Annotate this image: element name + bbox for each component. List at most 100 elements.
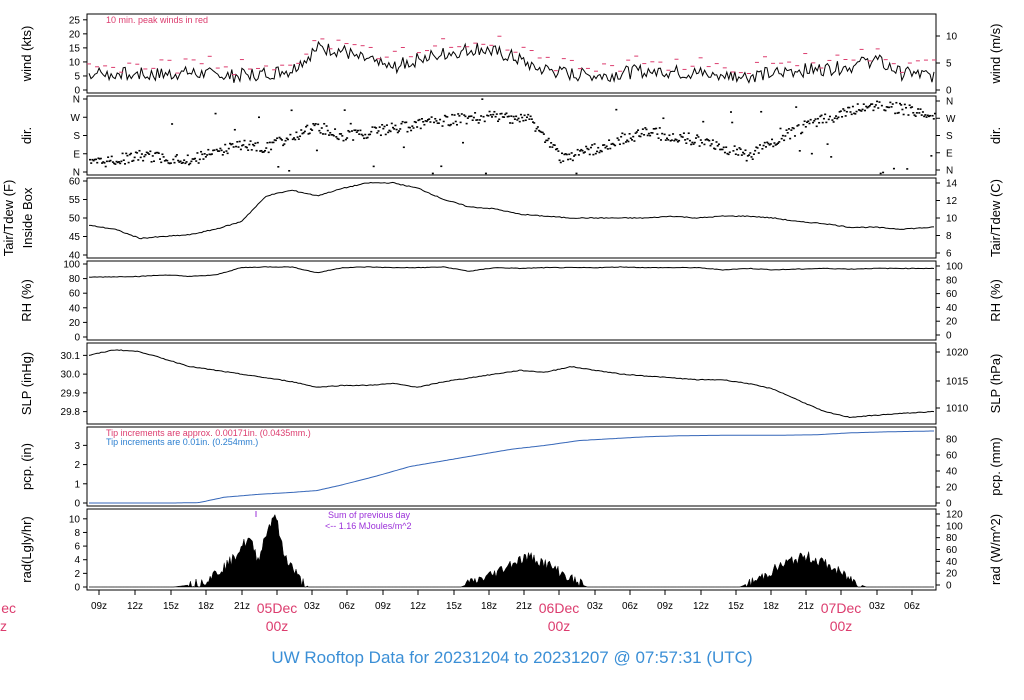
dir-point (356, 129, 359, 132)
dir-point (258, 116, 260, 119)
dir-point (121, 152, 124, 155)
dir-point (664, 139, 667, 141)
dir-point (332, 134, 335, 137)
dir-point (915, 112, 918, 114)
dir-point (550, 142, 553, 144)
slp-left-tick-label: 29.9 (61, 388, 81, 399)
x-tick-label: 12z (127, 601, 143, 612)
dir-point (379, 134, 382, 137)
dir-point (849, 111, 852, 113)
dir-point (856, 103, 859, 105)
dir-point (431, 172, 434, 175)
dir-point (140, 153, 143, 155)
dir-point (600, 150, 603, 153)
dir-point (226, 152, 229, 155)
dir-point (693, 141, 696, 144)
dir-point (781, 134, 784, 137)
dir-point (814, 118, 817, 120)
dir-point (603, 144, 606, 146)
dir-point (317, 123, 320, 126)
dir-point (523, 114, 526, 117)
dir-point (862, 103, 865, 105)
dir-point (606, 148, 609, 150)
dir-point (486, 114, 489, 117)
dir-point (437, 122, 440, 125)
dir-point (575, 172, 578, 175)
dir-point (460, 113, 463, 115)
dir-point (772, 145, 775, 148)
dir-point (285, 137, 288, 140)
dir-point (793, 135, 796, 137)
dir-point (828, 115, 831, 118)
dir-point (611, 142, 614, 145)
dir-point (208, 153, 211, 156)
dir-point (685, 142, 688, 145)
dir-point (821, 121, 824, 124)
dir-point (336, 137, 339, 140)
rh-left-tick-label: 0 (74, 333, 80, 344)
dir-point (101, 162, 104, 164)
dir-point (384, 133, 387, 136)
slp-left-label: SLP (inHg) (19, 352, 34, 415)
dir-point (117, 161, 120, 163)
dir-point (530, 118, 533, 120)
dir-point (843, 109, 846, 112)
wind-right-tick-label: 10 (946, 32, 958, 43)
dir-point (126, 154, 129, 157)
dir-point (388, 129, 391, 132)
dir-point (200, 150, 203, 153)
dir-point (697, 136, 700, 138)
dir-point (301, 132, 304, 135)
dir-point (504, 113, 507, 116)
dir-point (355, 131, 358, 133)
dir-point (804, 125, 807, 128)
dir-point (489, 114, 492, 116)
dir-point (173, 161, 176, 164)
dir-point (831, 119, 834, 121)
dir-point (433, 121, 436, 124)
dir-point (785, 129, 788, 131)
dir-point (837, 116, 840, 119)
wind-left-label: wind (kts) (19, 26, 34, 83)
dir-point (478, 119, 481, 121)
dir-point (480, 115, 483, 117)
dir-point (679, 133, 682, 136)
dir-point (657, 137, 660, 139)
dir-point (577, 154, 580, 156)
dir-point (815, 125, 818, 128)
dir-point (784, 135, 787, 137)
temp-series (89, 181, 934, 240)
dir-point (381, 123, 384, 126)
dir-point (190, 160, 193, 163)
dir-point (145, 151, 148, 154)
dir-point (729, 111, 732, 113)
dir-point (178, 161, 181, 163)
dir-point (334, 128, 337, 130)
dir-point (279, 137, 282, 140)
dir-point (917, 108, 920, 110)
dir-point (238, 140, 241, 143)
dir-point (131, 160, 134, 162)
dir-point (812, 121, 815, 124)
dir-point (354, 129, 357, 132)
dir-point (498, 118, 501, 121)
dir-point (635, 131, 638, 133)
dir-point (507, 115, 510, 118)
dir-point (838, 111, 841, 113)
dir-point (495, 113, 498, 115)
dir-point (737, 154, 740, 156)
dir-point (527, 113, 530, 116)
dir-point (472, 116, 475, 119)
dir-point (809, 118, 812, 121)
dir-point (177, 159, 180, 162)
dir-point (398, 130, 401, 132)
dir-point (652, 128, 655, 130)
dir-point (573, 155, 576, 157)
dir-point (851, 105, 854, 108)
dir-point (446, 116, 449, 118)
dir-point (766, 141, 769, 144)
dir-point (626, 139, 629, 142)
dir-point (300, 129, 303, 131)
dir-point (818, 121, 821, 124)
dir-point (267, 151, 270, 154)
